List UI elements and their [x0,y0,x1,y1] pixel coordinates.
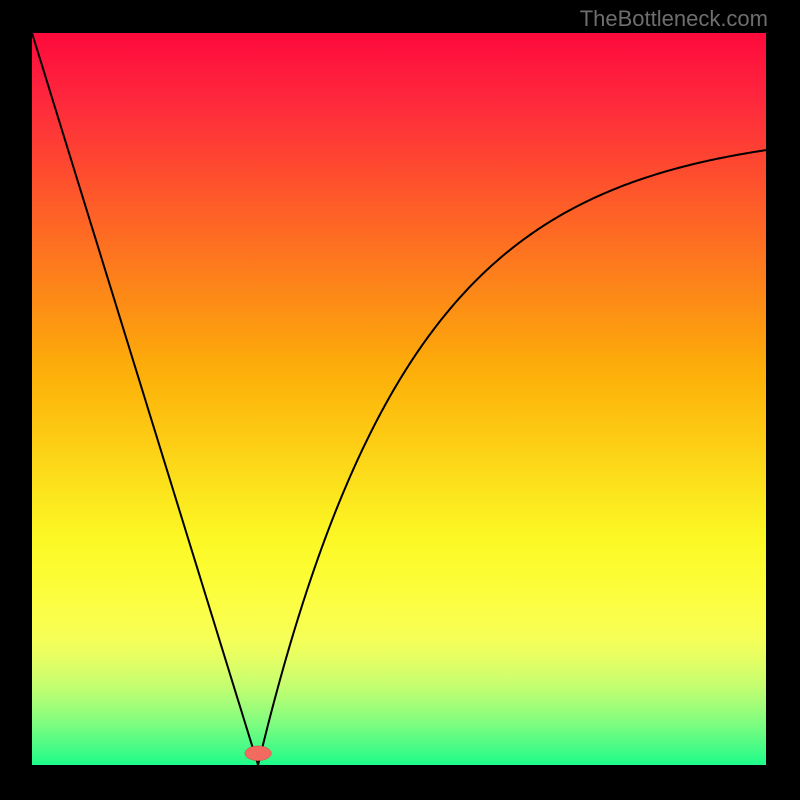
marker-dot [245,746,271,761]
chart-svg [32,33,766,765]
plot-area [32,33,766,765]
watermark-text: TheBottleneck.com [580,6,768,32]
gradient-background [32,33,766,765]
chart-outer-frame: TheBottleneck.com [0,0,800,800]
